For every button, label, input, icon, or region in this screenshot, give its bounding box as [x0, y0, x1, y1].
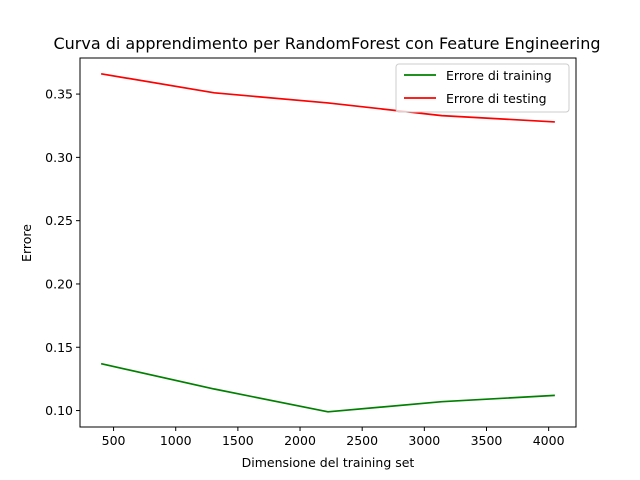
x-tick-label: 500 [102, 433, 126, 448]
x-tick-label: 1500 [222, 433, 254, 448]
legend: Errore di training Errore di testing [395, 63, 570, 113]
chart-title: Curva di apprendimento per RandomForest … [53, 34, 600, 53]
x-tick-label: 2500 [346, 433, 378, 448]
y-axis-label: Errore [19, 224, 34, 262]
x-tick-label: 4000 [533, 433, 565, 448]
x-axis-label: Dimensione del training set [242, 455, 415, 470]
y-tick-label: 0.30 [45, 150, 73, 165]
x-tick-label: 3000 [408, 433, 440, 448]
x-axis: 500 1000 1500 2000 2500 3000 3500 4000 [102, 427, 565, 448]
x-tick-label: 2000 [284, 433, 316, 448]
series-line-testing [100, 72, 555, 123]
y-axis: 0.10 0.15 0.20 0.25 0.30 0.35 [45, 87, 80, 418]
y-tick-label: 0.20 [45, 276, 73, 291]
legend-label-training: Errore di training [446, 68, 552, 83]
series-line-training [100, 362, 555, 413]
legend-label-testing: Errore di testing [446, 91, 547, 106]
plot-lines [100, 72, 555, 413]
legend-box [395, 63, 570, 113]
x-tick-label: 3500 [471, 433, 503, 448]
y-tick-label: 0.35 [45, 87, 73, 102]
y-tick-label: 0.15 [45, 340, 73, 355]
plot-area-frame [79, 57, 577, 428]
x-tick-label: 1000 [160, 433, 192, 448]
y-tick-label: 0.10 [45, 403, 73, 418]
y-tick-label: 0.25 [45, 213, 73, 228]
